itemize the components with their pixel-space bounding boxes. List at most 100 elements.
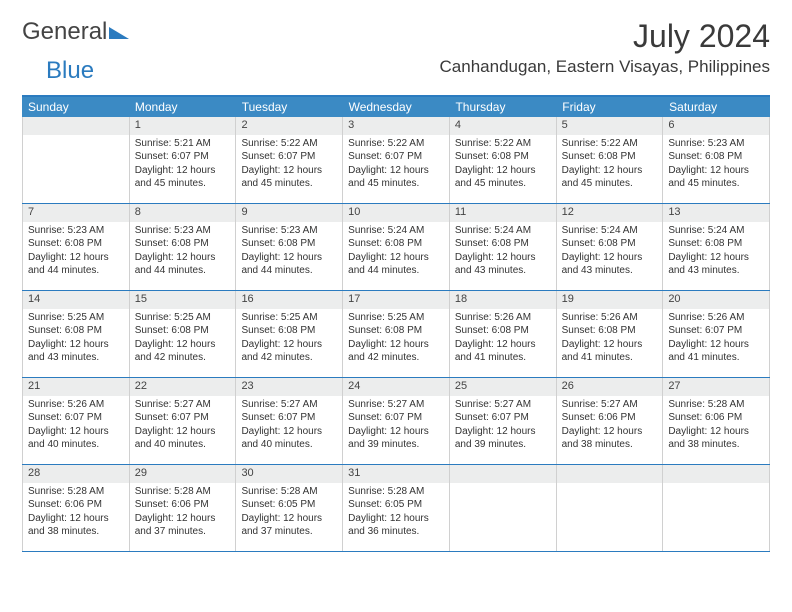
day-number: 4 xyxy=(450,117,556,135)
day-line-ss: Sunset: 6:08 PM xyxy=(455,325,551,338)
day-line-d1: Daylight: 12 hours xyxy=(28,426,124,439)
day-line-d2: and 43 minutes. xyxy=(562,265,658,278)
day-body: Sunrise: 5:25 AMSunset: 6:08 PMDaylight:… xyxy=(343,309,449,370)
day-line-d1: Daylight: 12 hours xyxy=(668,165,764,178)
day-body: Sunrise: 5:22 AMSunset: 6:07 PMDaylight:… xyxy=(236,135,342,196)
day-line-ss: Sunset: 6:08 PM xyxy=(135,325,231,338)
day-body: Sunrise: 5:23 AMSunset: 6:08 PMDaylight:… xyxy=(23,222,129,283)
day-number: 5 xyxy=(557,117,663,135)
day-line-ss: Sunset: 6:06 PM xyxy=(28,499,124,512)
day-number: 19 xyxy=(557,291,663,309)
day-line-d1: Daylight: 12 hours xyxy=(28,339,124,352)
day-line-ss: Sunset: 6:07 PM xyxy=(135,151,231,164)
day-line-d2: and 41 minutes. xyxy=(562,352,658,365)
day-line-d2: and 40 minutes. xyxy=(135,439,231,452)
weekday-wed: Wednesday xyxy=(343,97,450,117)
day-line-d2: and 40 minutes. xyxy=(241,439,337,452)
day-body: Sunrise: 5:28 AMSunset: 6:06 PMDaylight:… xyxy=(663,396,769,457)
day-line-d1: Daylight: 12 hours xyxy=(241,252,337,265)
day-number: 9 xyxy=(236,204,342,222)
day-number: 13 xyxy=(663,204,769,222)
day-line-d1: Daylight: 12 hours xyxy=(668,252,764,265)
day-line-d2: and 43 minutes. xyxy=(28,352,124,365)
day-body: Sunrise: 5:26 AMSunset: 6:07 PMDaylight:… xyxy=(23,396,129,457)
day-line-d1: Daylight: 12 hours xyxy=(135,426,231,439)
day-line-d2: and 44 minutes. xyxy=(135,265,231,278)
day-number: 14 xyxy=(23,291,129,309)
day-body: Sunrise: 5:27 AMSunset: 6:07 PMDaylight:… xyxy=(130,396,236,457)
weeks-container: 1Sunrise: 5:21 AMSunset: 6:07 PMDaylight… xyxy=(22,117,770,552)
day-body: Sunrise: 5:24 AMSunset: 6:08 PMDaylight:… xyxy=(557,222,663,283)
day-line-d2: and 45 minutes. xyxy=(668,178,764,191)
day-body: Sunrise: 5:23 AMSunset: 6:08 PMDaylight:… xyxy=(236,222,342,283)
day-body: Sunrise: 5:26 AMSunset: 6:08 PMDaylight:… xyxy=(557,309,663,370)
day-line-ss: Sunset: 6:07 PM xyxy=(668,325,764,338)
day-line-ss: Sunset: 6:07 PM xyxy=(28,412,124,425)
day-line-d2: and 44 minutes. xyxy=(28,265,124,278)
day-body: Sunrise: 5:26 AMSunset: 6:07 PMDaylight:… xyxy=(663,309,769,370)
logo-text-2: Blue xyxy=(46,57,94,84)
day-number: 17 xyxy=(343,291,449,309)
day-line-sr: Sunrise: 5:27 AM xyxy=(562,399,658,412)
day-number: 1 xyxy=(130,117,236,135)
day-line-d2: and 38 minutes. xyxy=(28,526,124,539)
day-line-sr: Sunrise: 5:26 AM xyxy=(562,312,658,325)
day-line-d2: and 44 minutes. xyxy=(348,265,444,278)
day-line-ss: Sunset: 6:08 PM xyxy=(562,151,658,164)
day-cell: 23Sunrise: 5:27 AMSunset: 6:07 PMDayligh… xyxy=(236,378,343,464)
day-body: Sunrise: 5:28 AMSunset: 6:05 PMDaylight:… xyxy=(236,483,342,544)
day-line-ss: Sunset: 6:07 PM xyxy=(241,151,337,164)
day-line-d2: and 45 minutes. xyxy=(135,178,231,191)
day-line-d2: and 45 minutes. xyxy=(241,178,337,191)
day-line-d2: and 42 minutes. xyxy=(135,352,231,365)
day-cell: 30Sunrise: 5:28 AMSunset: 6:05 PMDayligh… xyxy=(236,465,343,551)
day-line-ss: Sunset: 6:06 PM xyxy=(668,412,764,425)
day-line-ss: Sunset: 6:08 PM xyxy=(241,238,337,251)
day-number: 16 xyxy=(236,291,342,309)
week-row: 7Sunrise: 5:23 AMSunset: 6:08 PMDaylight… xyxy=(22,204,770,291)
day-line-d1: Daylight: 12 hours xyxy=(562,165,658,178)
day-cell: 10Sunrise: 5:24 AMSunset: 6:08 PMDayligh… xyxy=(343,204,450,290)
day-body: Sunrise: 5:25 AMSunset: 6:08 PMDaylight:… xyxy=(23,309,129,370)
day-line-d1: Daylight: 12 hours xyxy=(28,252,124,265)
day-number: 22 xyxy=(130,378,236,396)
day-line-d2: and 43 minutes. xyxy=(668,265,764,278)
day-cell: 7Sunrise: 5:23 AMSunset: 6:08 PMDaylight… xyxy=(22,204,130,290)
day-line-d2: and 39 minutes. xyxy=(348,439,444,452)
day-line-ss: Sunset: 6:08 PM xyxy=(28,325,124,338)
day-number: 3 xyxy=(343,117,449,135)
day-line-d2: and 45 minutes. xyxy=(562,178,658,191)
day-line-d1: Daylight: 12 hours xyxy=(562,339,658,352)
day-line-sr: Sunrise: 5:23 AM xyxy=(135,225,231,238)
day-line-ss: Sunset: 6:08 PM xyxy=(668,238,764,251)
day-line-sr: Sunrise: 5:28 AM xyxy=(241,486,337,499)
day-line-d1: Daylight: 12 hours xyxy=(241,339,337,352)
day-body: Sunrise: 5:22 AMSunset: 6:08 PMDaylight:… xyxy=(450,135,556,196)
day-cell: 4Sunrise: 5:22 AMSunset: 6:08 PMDaylight… xyxy=(450,117,557,203)
day-line-d1: Daylight: 12 hours xyxy=(348,165,444,178)
day-line-d2: and 42 minutes. xyxy=(348,352,444,365)
day-line-d1: Daylight: 12 hours xyxy=(455,339,551,352)
day-line-d1: Daylight: 12 hours xyxy=(348,252,444,265)
day-line-sr: Sunrise: 5:22 AM xyxy=(241,138,337,151)
day-number: 26 xyxy=(557,378,663,396)
day-line-ss: Sunset: 6:07 PM xyxy=(348,412,444,425)
day-line-sr: Sunrise: 5:25 AM xyxy=(28,312,124,325)
day-line-d1: Daylight: 12 hours xyxy=(668,339,764,352)
day-body: Sunrise: 5:24 AMSunset: 6:08 PMDaylight:… xyxy=(663,222,769,283)
day-line-sr: Sunrise: 5:26 AM xyxy=(668,312,764,325)
day-line-d1: Daylight: 12 hours xyxy=(135,252,231,265)
day-number: 23 xyxy=(236,378,342,396)
day-line-d2: and 44 minutes. xyxy=(241,265,337,278)
day-cell: 21Sunrise: 5:26 AMSunset: 6:07 PMDayligh… xyxy=(22,378,130,464)
day-line-d2: and 45 minutes. xyxy=(455,178,551,191)
day-cell: 31Sunrise: 5:28 AMSunset: 6:05 PMDayligh… xyxy=(343,465,450,551)
day-cell: 24Sunrise: 5:27 AMSunset: 6:07 PMDayligh… xyxy=(343,378,450,464)
day-cell: 5Sunrise: 5:22 AMSunset: 6:08 PMDaylight… xyxy=(557,117,664,203)
day-body: Sunrise: 5:27 AMSunset: 6:07 PMDaylight:… xyxy=(236,396,342,457)
day-line-d2: and 40 minutes. xyxy=(28,439,124,452)
day-line-ss: Sunset: 6:06 PM xyxy=(562,412,658,425)
logo: General xyxy=(22,18,129,46)
day-line-sr: Sunrise: 5:28 AM xyxy=(348,486,444,499)
logo-text-1: General xyxy=(22,18,107,46)
